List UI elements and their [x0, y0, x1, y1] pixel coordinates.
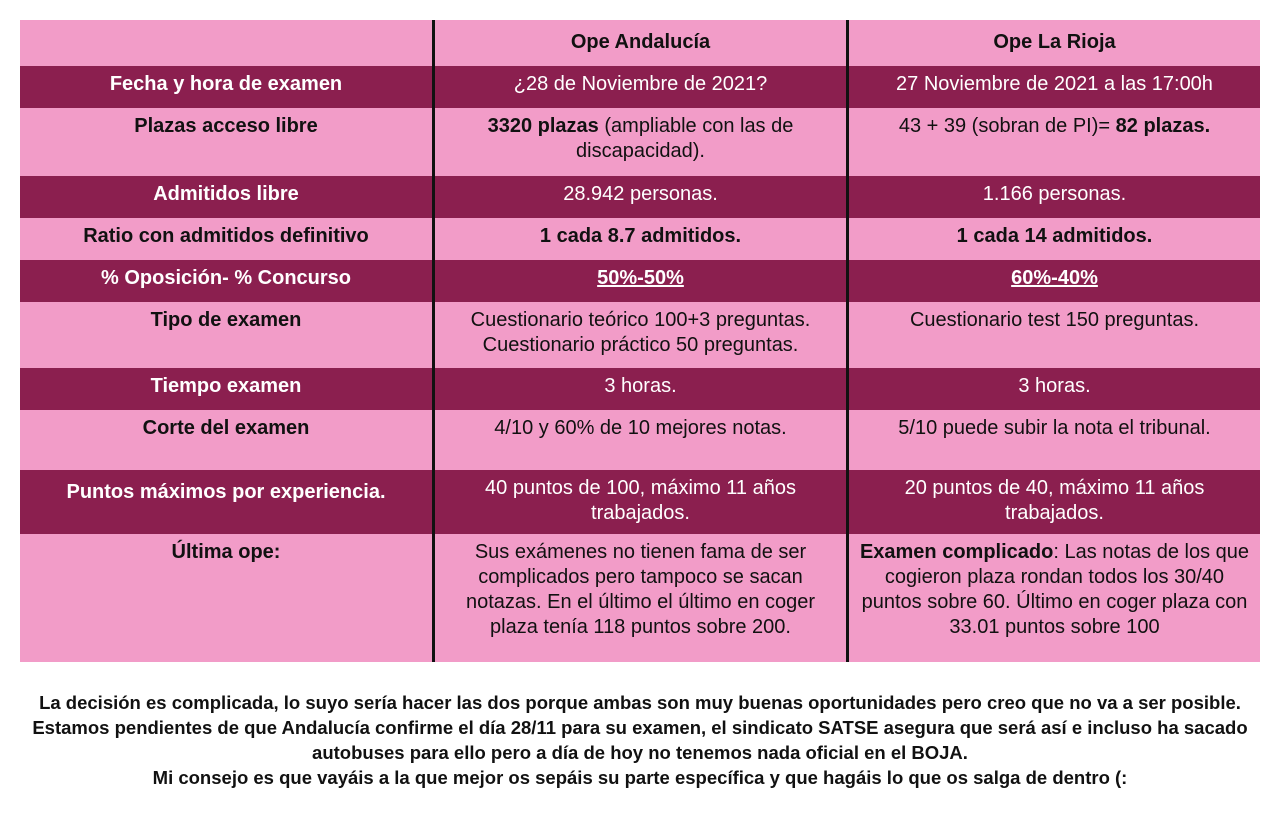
table-row: % Oposición- % Concurso 50%-50% 60%-40%: [20, 260, 1260, 302]
andalucia-value: 4/10 y 60% de 10 mejores notas.: [432, 410, 846, 470]
rioja-value: 20 puntos de 40, máximo 11 años trabajad…: [846, 470, 1260, 534]
andalucia-value: Sus exámenes no tienen fama de ser compl…: [432, 534, 846, 662]
andalucia-line-2: Cuestionario práctico 50 preguntas.: [482, 334, 799, 356]
andalucia-value: 40 puntos de 100, máximo 11 años trabaja…: [432, 470, 846, 534]
andalucia-value: 1 cada 8.7 admitidos.: [432, 218, 846, 260]
andalucia-bold-text: 3320 plazas: [487, 115, 599, 137]
footer-paragraph: La decisión es complicada, lo suyo sería…: [32, 692, 1248, 763]
table-row: Tipo de examen Cuestionario teórico 100+…: [20, 302, 1260, 368]
andalucia-value: ¿28 de Noviembre de 2021?: [432, 66, 846, 108]
rioja-value: 3 horas.: [846, 368, 1260, 410]
rioja-value: 43 + 39 (sobran de PI)= 82 plazas.: [846, 108, 1260, 176]
rioja-text: : Las notas de los que cogieron plaza ro…: [861, 541, 1250, 638]
rioja-ratio-text: 60%-40%: [1011, 267, 1098, 289]
table-row: Puntos máximos por experiencia. 40 punto…: [20, 470, 1260, 534]
table-row: Ratio con admitidos definitivo 1 cada 8.…: [20, 218, 1260, 260]
andalucia-text: (ampliable con las de discapacidad).: [576, 115, 794, 162]
header-empty-cell: [20, 20, 432, 66]
row-label: Ratio con admitidos definitivo: [83, 225, 369, 247]
rioja-value: Cuestionario test 150 preguntas.: [846, 302, 1260, 368]
andalucia-value: 50%-50%: [432, 260, 846, 302]
row-label: Puntos máximos por experiencia.: [66, 481, 386, 503]
rioja-bold-text: 82 plazas.: [1115, 115, 1211, 137]
rioja-value: 1 cada 14 admitidos.: [846, 218, 1260, 260]
rioja-text: 43 + 39 (sobran de PI)=: [898, 115, 1116, 137]
rioja-value: 60%-40%: [846, 260, 1260, 302]
rioja-value: 27 Noviembre de 2021 a las 17:00h: [846, 66, 1260, 108]
footer-text: La decisión es complicada, lo suyo sería…: [20, 690, 1260, 790]
table-row: Plazas acceso libre 3320 plazas (ampliab…: [20, 108, 1260, 176]
row-label: Tipo de examen: [150, 309, 302, 331]
row-label: Corte del examen: [142, 417, 310, 439]
andalucia-value: Cuestionario teórico 100+3 preguntas. Cu…: [432, 302, 846, 368]
andalucia-value: 28.942 personas.: [432, 176, 846, 218]
andalucia-line-1: Cuestionario teórico 100+3 preguntas.: [470, 309, 811, 331]
header-rioja: Ope La Rioja: [846, 20, 1260, 66]
comparison-table: Ope Andalucía Ope La Rioja Fecha y hora …: [20, 20, 1260, 662]
row-label: Plazas acceso libre: [134, 115, 318, 137]
row-label: % Oposición- % Concurso: [100, 267, 352, 289]
table-header-row: Ope Andalucía Ope La Rioja: [20, 20, 1260, 66]
table-row: Última ope: Sus exámenes no tienen fama …: [20, 534, 1260, 662]
footer-advice: Mi consejo es que vayáis a la que mejor …: [152, 767, 1128, 788]
row-label: Admitidos libre: [153, 183, 299, 205]
row-label: Fecha y hora de examen: [109, 73, 343, 95]
table-row: Fecha y hora de examen ¿28 de Noviembre …: [20, 66, 1260, 108]
row-label: Última ope:: [171, 541, 281, 563]
table-row: Tiempo examen 3 horas. 3 horas.: [20, 368, 1260, 410]
header-andalucia: Ope Andalucía: [432, 20, 846, 66]
rioja-value: Examen complicado: Las notas de los que …: [846, 534, 1260, 662]
table-row: Admitidos libre 28.942 personas. 1.166 p…: [20, 176, 1260, 218]
andalucia-value: 3320 plazas (ampliable con las de discap…: [432, 108, 846, 176]
rioja-value: 1.166 personas.: [846, 176, 1260, 218]
rioja-bold-text: Examen complicado: [859, 541, 1054, 563]
andalucia-ratio-text: 50%-50%: [597, 267, 684, 289]
rioja-value: 5/10 puede subir la nota el tribunal.: [846, 410, 1260, 470]
row-label: Tiempo examen: [150, 375, 302, 397]
table-row: Corte del examen 4/10 y 60% de 10 mejore…: [20, 410, 1260, 470]
andalucia-value: 3 horas.: [432, 368, 846, 410]
